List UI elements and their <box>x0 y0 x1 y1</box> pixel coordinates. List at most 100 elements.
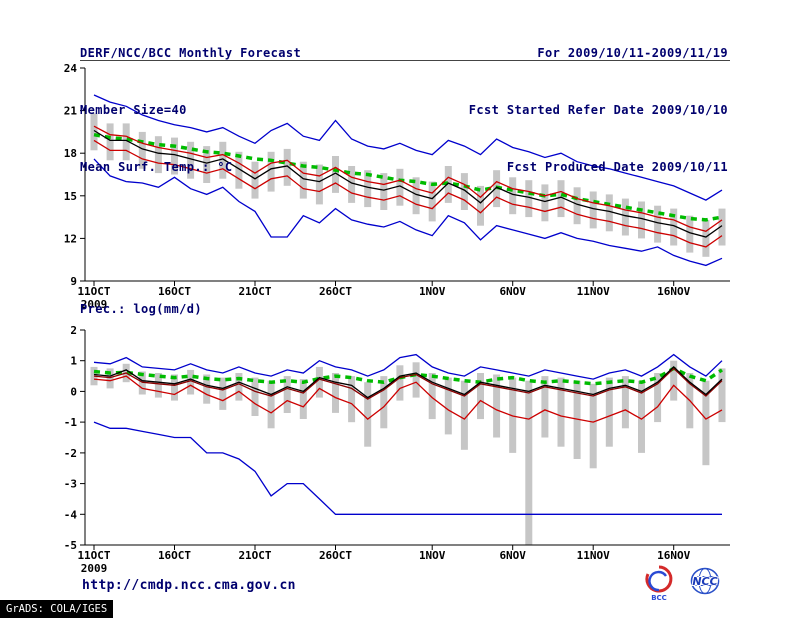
spread-bar <box>283 376 291 413</box>
series-ensemble-min <box>93 421 722 515</box>
spread-bar <box>444 377 452 435</box>
spread-bar <box>138 131 146 169</box>
header-left: DERF/NCC/BCC Monthly Forecast Member Siz… <box>80 6 301 215</box>
spread-bar <box>718 208 726 246</box>
spread-bar <box>219 141 227 179</box>
spread-bar <box>332 156 339 193</box>
series-lower-band <box>93 375 723 423</box>
grads-credit: GrADS: COLA/IGES <box>0 600 114 618</box>
spread-bar <box>654 373 662 423</box>
spread-bar <box>412 177 420 215</box>
spread-bar <box>686 215 694 253</box>
y-tick-label: 15 <box>64 190 77 203</box>
spread-bar <box>315 164 323 205</box>
x-tick-label: 16NOV <box>657 285 690 298</box>
spread-bar <box>525 380 533 545</box>
spread-bar <box>187 369 195 395</box>
page-title: DERF/NCC/BCC Monthly Forecast <box>80 46 302 60</box>
spread-bar <box>106 123 114 161</box>
ncc-logo: NCC <box>690 567 720 595</box>
x-tick-label: 1NOV <box>419 549 446 562</box>
spread-bar <box>171 374 178 401</box>
x-tick-label: 21OCT <box>238 285 271 298</box>
y-tick-label: 2 <box>70 324 77 337</box>
x-tick-label: 21OCT <box>238 549 271 562</box>
x-year-label: 2009 <box>81 562 108 575</box>
spread-bar <box>460 173 468 210</box>
x-tick-label: 26OCT <box>319 549 352 562</box>
y-tick-label: -5 <box>64 539 77 552</box>
spread-bar <box>557 180 565 218</box>
spread-bar <box>460 380 468 450</box>
x-tick-label: 11NOV <box>577 285 610 298</box>
spread-bar <box>380 376 388 429</box>
spread-bar <box>364 382 372 447</box>
y-tick-label: -1 <box>64 416 78 429</box>
spread-bar <box>299 161 307 199</box>
spread-bar <box>348 376 356 423</box>
series-climatology <box>93 132 723 222</box>
spread-bar <box>203 374 211 404</box>
series-ensemble-min <box>93 158 723 267</box>
spread-bar <box>299 379 307 419</box>
spread-bar <box>380 173 388 210</box>
spread-bar <box>605 194 613 232</box>
spread-bar <box>315 366 323 398</box>
spread-bar <box>718 368 726 423</box>
ncc-logo-text: NCC <box>692 575 717 588</box>
spread-bar <box>219 377 227 410</box>
spread-bar <box>235 373 243 401</box>
x-year-label: 2009 <box>81 298 108 311</box>
bcc-logo-text: BCC <box>651 594 667 601</box>
spread-bar <box>251 161 259 199</box>
series-ensemble-mean <box>93 129 723 238</box>
spread-bar <box>90 113 98 151</box>
spread-bar <box>670 208 678 246</box>
series-upper-band <box>93 125 723 233</box>
temp-chart-title: Mean Surf. Temp.: °C <box>80 160 233 174</box>
footer-url[interactable]: http://cmdp.ncc.cma.gov.cn <box>82 578 296 593</box>
series-ensemble-max <box>93 353 723 380</box>
spread-bar <box>364 170 372 208</box>
spread-bar <box>138 371 146 395</box>
spread-bar <box>493 374 501 438</box>
spread-bar <box>702 380 710 466</box>
series-upper-band <box>93 367 723 400</box>
y-tick-label: 12 <box>64 232 77 245</box>
spread-bar <box>348 166 356 203</box>
y-tick-label: -4 <box>64 508 78 521</box>
produced-date-label: Fcst Produced Date 2009/10/11 <box>506 160 728 174</box>
spread-bar <box>428 181 436 222</box>
series-lower-band <box>93 139 723 248</box>
x-tick-label: 1NOV <box>419 285 446 298</box>
precip-chart-title: Prec.: log(mm/d) <box>80 302 202 316</box>
refer-date-label: Fcst Started Refer Date 2009/10/10 <box>468 103 728 117</box>
spread-bar <box>525 180 533 218</box>
spread-bar <box>106 368 114 389</box>
spread-bar <box>589 383 597 469</box>
y-tick-label: 18 <box>64 147 77 160</box>
y-tick-label: 0 <box>70 385 77 398</box>
spread-bar <box>412 362 420 398</box>
x-tick-label: 16OCT <box>158 549 191 562</box>
spread-bar <box>541 184 549 222</box>
spread-bar <box>509 177 517 215</box>
header-divider <box>80 60 730 61</box>
member-size-label: Member Size=40 <box>80 103 187 117</box>
spread-bar <box>509 377 517 453</box>
spread-bar <box>654 205 662 243</box>
spread-bar <box>251 377 259 416</box>
spread-bar <box>589 191 597 229</box>
spread-bar <box>396 168 404 206</box>
spread-bar <box>541 376 549 438</box>
spread-bar <box>154 136 162 174</box>
spread-bar <box>90 366 98 386</box>
bcc-logo: BCC <box>645 565 673 601</box>
spread-bar <box>396 365 404 401</box>
spread-bar <box>187 141 195 179</box>
bcc-logo-blue-swirl <box>648 570 667 592</box>
header-right: For 2009/10/11-2009/11/19 Fcst Started R… <box>469 6 728 215</box>
spread-bar <box>621 198 629 236</box>
forecast-range-label: For 2009/10/11-2009/11/19 <box>537 46 728 60</box>
x-tick-label: 11OCT <box>77 549 110 562</box>
